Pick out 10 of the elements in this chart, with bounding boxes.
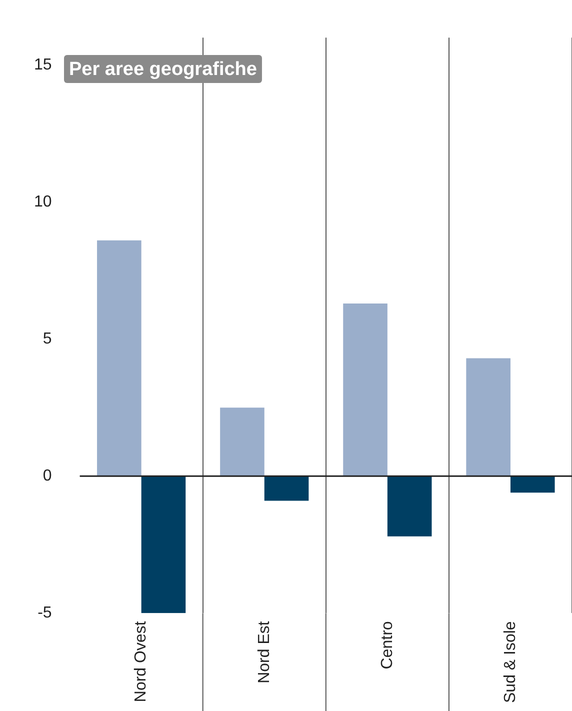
y-tick-label: -5 bbox=[38, 604, 52, 622]
y-tick-label: 10 bbox=[34, 193, 52, 210]
y-tick-label: 0 bbox=[42, 468, 52, 485]
y-tick-label: 15 bbox=[34, 56, 52, 74]
x-tick-label: Centro bbox=[378, 621, 396, 670]
x-tick-label: Sud & Isole bbox=[502, 621, 519, 703]
y-tick-label: 5 bbox=[42, 330, 52, 348]
x-tick-label: Nord Est bbox=[256, 620, 273, 684]
annotation: Per aree geografiche bbox=[69, 59, 257, 80]
x-tick-label: Nord Ovest bbox=[132, 620, 150, 702]
